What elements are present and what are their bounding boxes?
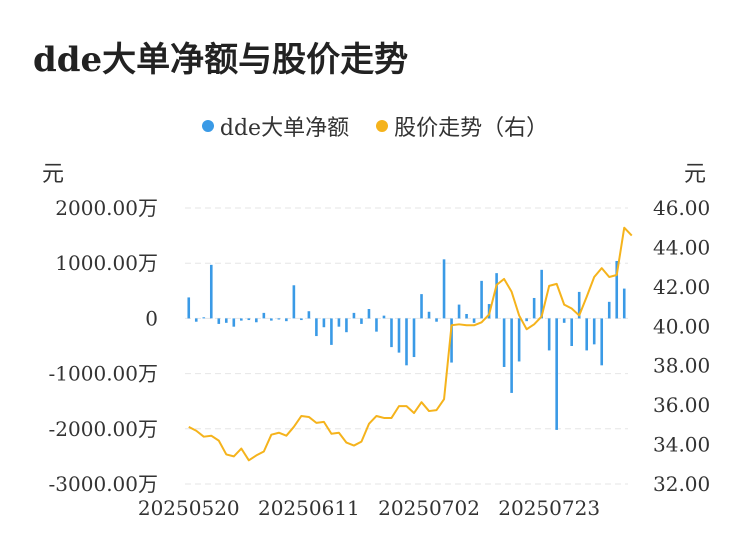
legend-label-dde: dde大单净额 bbox=[219, 116, 350, 141]
bar-22 bbox=[352, 312, 356, 319]
bar-39 bbox=[480, 280, 483, 319]
bar-11 bbox=[270, 318, 273, 321]
x-tick-label-1: 20250611 bbox=[258, 496, 360, 520]
bar-21 bbox=[345, 318, 348, 333]
bar-24 bbox=[367, 309, 371, 319]
bar-52 bbox=[577, 291, 581, 319]
bar-36 bbox=[457, 304, 461, 319]
bar-20 bbox=[337, 318, 341, 327]
right-tick-label-7: 32.00 bbox=[653, 472, 710, 496]
bar-13 bbox=[285, 318, 288, 322]
right-axis-unit: 元 bbox=[684, 162, 707, 187]
bar-41 bbox=[495, 273, 498, 319]
right-tick-label-5: 36.00 bbox=[653, 393, 710, 417]
bar-8 bbox=[247, 318, 251, 321]
bar-3 bbox=[209, 264, 213, 319]
bar-25 bbox=[375, 318, 378, 332]
bar-47 bbox=[540, 269, 543, 319]
bar-16 bbox=[307, 311, 311, 319]
bar-33 bbox=[435, 318, 438, 322]
bar-46 bbox=[532, 297, 536, 319]
bar-15 bbox=[300, 318, 303, 321]
bar-17 bbox=[315, 318, 318, 337]
bar-26 bbox=[382, 315, 386, 319]
bar-53 bbox=[585, 318, 589, 351]
bar-9 bbox=[255, 318, 258, 323]
bar-54 bbox=[592, 318, 596, 345]
bar-34 bbox=[442, 259, 446, 319]
bar-6 bbox=[232, 318, 236, 327]
bar-51 bbox=[570, 318, 573, 346]
bar-42 bbox=[502, 318, 506, 367]
bar-45 bbox=[525, 318, 528, 322]
legend: dde大单净额 股价走势（右） bbox=[0, 110, 750, 142]
bar-27 bbox=[390, 318, 393, 348]
left-tick-label-4: -2000.00万 bbox=[49, 417, 158, 441]
x-tick-label-2: 20250702 bbox=[378, 496, 480, 520]
bar-57 bbox=[615, 260, 619, 319]
bar-44 bbox=[517, 318, 521, 362]
left-tick-label-3: -1000.00万 bbox=[49, 362, 158, 386]
right-tick-label-6: 34.00 bbox=[653, 433, 710, 457]
bar-0 bbox=[187, 297, 191, 319]
bar-10 bbox=[262, 312, 266, 319]
bar-55 bbox=[600, 318, 604, 366]
bar-12 bbox=[277, 318, 281, 320]
bar-58 bbox=[622, 288, 626, 319]
bar-23 bbox=[360, 318, 363, 324]
legend-item-price[interactable]: 股价走势（右） bbox=[376, 110, 548, 142]
bar-32 bbox=[427, 311, 431, 319]
bar-14 bbox=[292, 285, 296, 319]
bar-30 bbox=[412, 318, 416, 358]
left-tick-label-0: 2000.00万 bbox=[55, 196, 158, 220]
bar-28 bbox=[397, 318, 401, 353]
price-line bbox=[188, 226, 633, 462]
right-tick-label-0: 46.00 bbox=[653, 196, 710, 220]
bar-43 bbox=[510, 318, 513, 393]
bar-4 bbox=[217, 318, 221, 324]
legend-marker-dde bbox=[201, 120, 214, 132]
legend-marker-price bbox=[376, 120, 389, 132]
legend-item-dde[interactable]: dde大单净额 bbox=[201, 110, 350, 142]
left-axis-unit: 元 bbox=[42, 162, 65, 187]
bar-37 bbox=[465, 313, 468, 319]
right-tick-label-3: 40.00 bbox=[653, 314, 710, 338]
bar-5 bbox=[224, 318, 228, 323]
x-tick-label-3: 20250723 bbox=[498, 496, 600, 520]
bar-2 bbox=[202, 317, 206, 319]
bar-35 bbox=[450, 318, 453, 363]
bar-18 bbox=[322, 318, 326, 328]
bar-1 bbox=[194, 318, 198, 322]
bar-49 bbox=[555, 318, 558, 430]
x-tick-label-0: 20250520 bbox=[138, 496, 240, 520]
bar-31 bbox=[420, 294, 423, 319]
bar-50 bbox=[562, 318, 566, 323]
right-tick-label-2: 42.00 bbox=[653, 275, 710, 299]
legend-label-price: 股价走势（右） bbox=[394, 116, 549, 141]
left-tick-label-5: -3000.00万 bbox=[49, 472, 158, 496]
right-tick-label-4: 38.00 bbox=[653, 354, 710, 378]
bar-29 bbox=[405, 318, 408, 366]
right-tick-label-1: 44.00 bbox=[653, 235, 710, 259]
bar-19 bbox=[330, 318, 333, 345]
left-tick-label-1: 1000.00万 bbox=[55, 251, 158, 275]
left-tick-label-2: 0 bbox=[145, 306, 158, 330]
bar-7 bbox=[240, 318, 243, 321]
chart-title: dde大单净额与股价走势 bbox=[33, 40, 409, 80]
bar-38 bbox=[472, 318, 476, 323]
bar-48 bbox=[547, 318, 551, 351]
bar-56 bbox=[607, 301, 611, 319]
